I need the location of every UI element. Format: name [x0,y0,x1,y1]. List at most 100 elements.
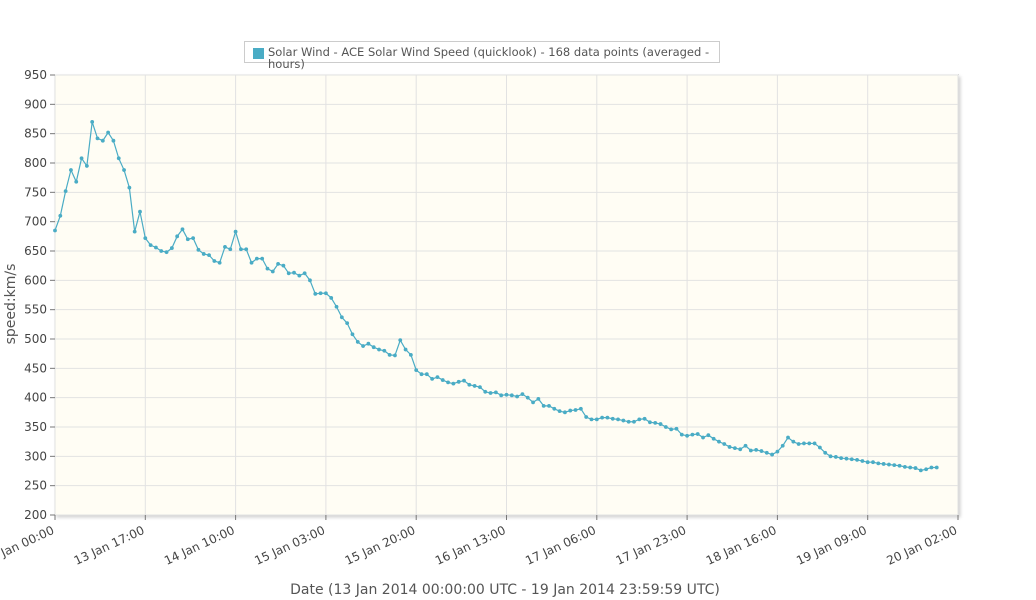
data-point[interactable] [722,442,727,446]
data-point[interactable] [913,466,918,470]
data-point[interactable] [159,249,164,253]
data-point[interactable] [568,408,573,413]
data-point[interactable] [764,450,769,455]
data-point[interactable] [844,456,849,461]
data-point[interactable] [711,436,716,441]
data-point[interactable] [663,425,668,429]
data-point[interactable] [276,262,280,266]
data-point[interactable] [58,213,63,218]
data-point[interactable] [90,120,95,124]
data-point[interactable] [695,432,700,436]
data-point[interactable] [393,353,397,358]
data-point[interactable] [887,462,891,467]
data-point[interactable] [748,448,753,453]
data-point[interactable] [525,395,530,400]
data-point[interactable] [717,439,721,444]
data-point[interactable] [908,465,913,470]
data-point[interactable] [541,403,546,408]
data-point[interactable] [780,443,785,448]
data-point[interactable] [111,138,116,143]
data-point[interactable] [132,229,137,234]
data-point[interactable] [175,234,180,239]
data-point[interactable] [616,417,620,422]
data-point[interactable] [318,291,323,296]
data-point[interactable] [855,457,859,462]
data-point[interactable] [578,406,583,411]
data-point[interactable] [610,416,615,421]
data-point[interactable] [281,263,286,268]
data-point[interactable] [802,441,806,446]
data-point[interactable] [122,168,126,172]
data-point[interactable] [791,439,796,444]
data-point[interactable] [339,315,344,320]
data-point[interactable] [270,269,275,274]
data-point[interactable] [185,237,190,242]
data-point[interactable] [169,246,174,250]
data-point[interactable] [377,347,381,352]
data-point[interactable] [738,447,743,452]
data-point[interactable] [817,445,822,450]
data-point[interactable] [233,229,238,234]
data-point[interactable] [408,352,413,357]
data-point[interactable] [154,245,158,250]
data-point[interactable] [143,236,148,240]
data-point[interactable] [69,168,73,172]
data-point[interactable] [552,406,557,411]
data-point[interactable] [414,368,419,372]
data-point[interactable] [451,381,456,386]
data-point[interactable] [191,236,196,240]
data-point[interactable] [573,408,578,412]
data-point[interactable] [493,390,498,395]
data-point[interactable] [637,417,642,422]
data-point[interactable] [594,417,599,422]
data-point[interactable] [297,273,302,278]
data-point[interactable] [871,460,875,465]
data-point[interactable] [100,138,105,143]
data-point[interactable] [361,344,365,348]
data-point[interactable] [334,304,339,309]
data-point[interactable] [345,321,350,326]
data-point[interactable] [488,391,493,395]
data-point[interactable] [217,260,222,265]
data-point[interactable] [265,266,270,271]
data-point[interactable] [228,247,233,252]
data-point[interactable] [79,156,84,161]
data-point[interactable] [934,465,939,470]
data-point[interactable] [860,459,865,463]
data-point[interactable] [313,291,318,296]
data-point[interactable] [653,420,658,425]
data-point[interactable] [419,372,424,377]
data-point[interactable] [796,442,801,446]
legend[interactable]: Solar Wind - ACE Solar Wind Speed (quick… [244,41,720,70]
data-point[interactable] [504,392,509,397]
data-point[interactable] [626,419,631,424]
data-point[interactable] [924,467,929,472]
data-point[interactable] [520,392,525,397]
data-point[interactable] [701,435,705,440]
data-point[interactable] [207,253,211,258]
data-point[interactable] [472,384,477,388]
data-point[interactable] [366,341,371,346]
data-point[interactable] [74,179,79,184]
data-point[interactable] [918,468,923,473]
data-point[interactable] [440,378,445,382]
data-point[interactable] [605,415,610,420]
data-point[interactable] [727,445,732,449]
data-point[interactable] [547,403,551,408]
data-point[interactable] [876,461,881,466]
data-point[interactable] [435,375,440,380]
data-point[interactable] [201,252,206,256]
data-point[interactable] [286,271,291,276]
data-point[interactable] [770,452,774,457]
data-point[interactable] [754,447,759,452]
data-point[interactable] [812,441,817,446]
data-point[interactable] [632,419,636,424]
data-point[interactable] [897,463,902,468]
data-point[interactable] [95,136,100,141]
data-point[interactable] [658,422,663,426]
data-point[interactable] [849,457,854,462]
data-point[interactable] [828,454,833,459]
data-point[interactable] [84,164,89,168]
data-point[interactable] [164,250,169,255]
data-point[interactable] [743,443,748,448]
